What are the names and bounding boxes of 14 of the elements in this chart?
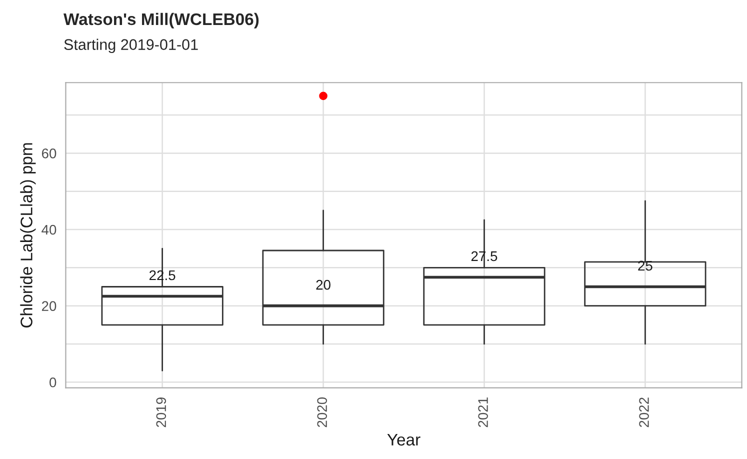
y-tick-label: 60	[42, 148, 56, 158]
y-axis-title: Chloride Lab(CLlab) ppm	[20, 143, 36, 328]
chart-subtitle: Starting 2019-01-01	[64, 38, 198, 54]
x-tick-label: 2020	[317, 397, 327, 428]
x-axis-title: Year	[387, 434, 420, 446]
x-tick-label: 2022	[639, 398, 649, 428]
y-tick-label: 20	[42, 301, 56, 311]
text: 20	[316, 280, 330, 290]
y-tick-label: 0	[50, 377, 56, 388]
x-tick-label: 2021	[478, 398, 488, 428]
chart-title: Watson's Mill(WCLEB06)	[64, 12, 259, 28]
text: 25	[638, 260, 652, 271]
x-tick-label: 2019	[156, 398, 166, 428]
y-tick-label: 40	[42, 224, 56, 235]
